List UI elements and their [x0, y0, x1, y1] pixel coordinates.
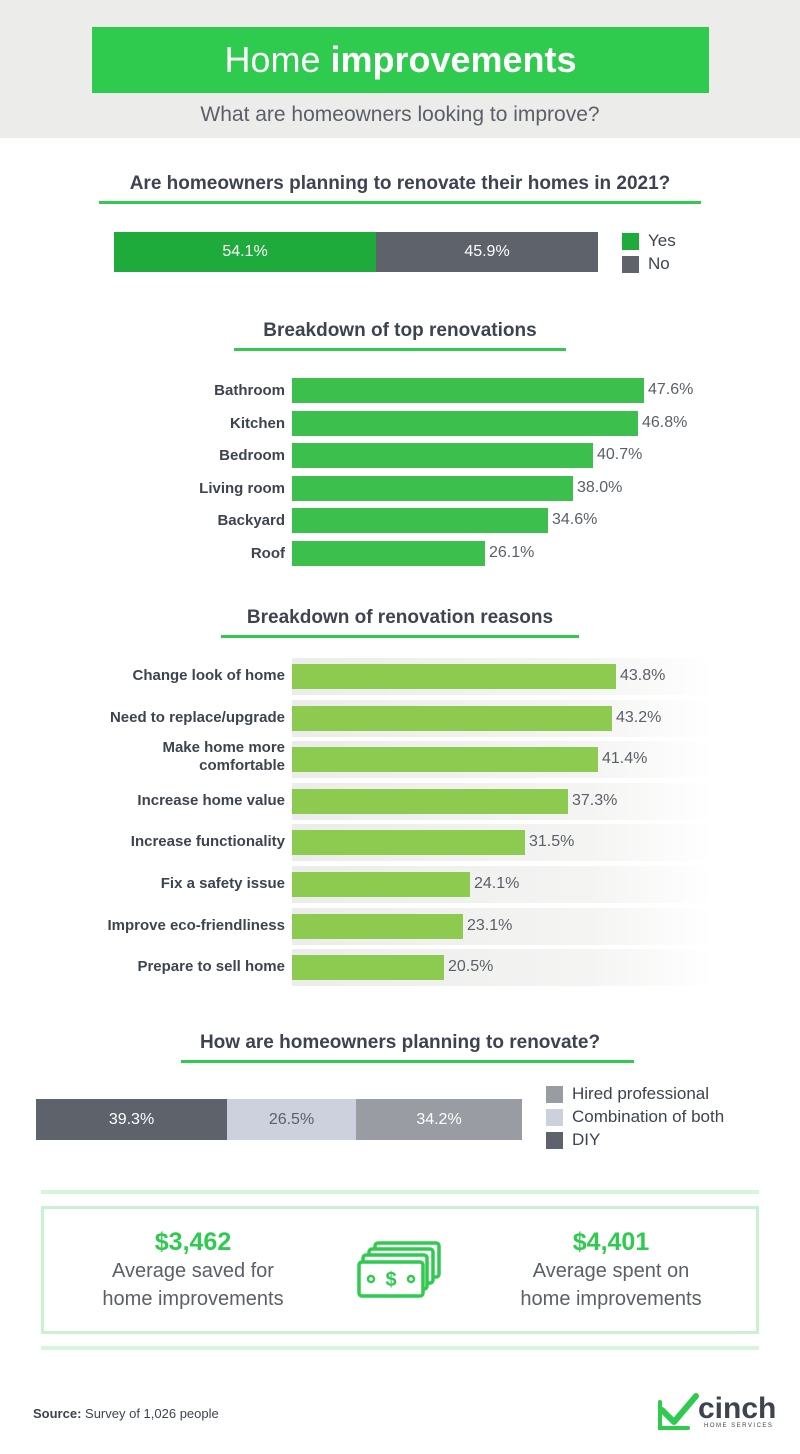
- bar-value-change-look-of-home: 43.8%: [620, 667, 666, 684]
- bar-value-improve-eco-friendliness: 23.1%: [467, 917, 513, 934]
- bar-prepare-to-sell-home: [292, 955, 444, 980]
- legend-swatch-yes: [622, 232, 639, 250]
- spent-label-line1: Average spent on: [532, 1260, 690, 1282]
- money-stack-icon: $: [357, 1241, 441, 1298]
- bar-label-change-look-of-home: Change look of home: [132, 667, 285, 684]
- bar-segment-combination-of-both: 26.5%: [227, 1099, 356, 1140]
- logo-subtext: HOME SERVICES: [704, 1423, 774, 1429]
- bar-bedroom: [292, 443, 593, 468]
- bar-fix-a-safety-issue: [292, 872, 470, 897]
- bar-roof: [292, 541, 485, 566]
- source-label: Source:: [33, 1406, 82, 1421]
- bar-kitchen: [292, 411, 638, 436]
- bar-label-make-home-more-comfortable: Make home more comfortable: [162, 739, 285, 774]
- bar-segment-diy: 39.3%: [36, 1099, 227, 1140]
- bar-value-bedroom: 40.7%: [597, 446, 643, 463]
- bar-living-room: [292, 476, 573, 501]
- bar-value-prepare-to-sell-home: 20.5%: [448, 958, 494, 975]
- legend-item-diy: DIY: [546, 1130, 600, 1150]
- legend-item-combination-of-both: Combination of both: [546, 1107, 724, 1127]
- saved-label-line2: home improvements: [102, 1288, 284, 1310]
- bar-label-roof: Roof: [250, 545, 285, 562]
- legend-swatch-combination-of-both: [546, 1108, 563, 1126]
- bar-label-kitchen: Kitchen: [229, 415, 285, 432]
- page-subtitle: What are homeowners looking to improve?: [200, 103, 600, 126]
- bar-increase-functionality: [292, 830, 525, 855]
- bar-label-living-room: Living room: [199, 480, 285, 497]
- saved-label-line1: Average saved for: [112, 1260, 274, 1282]
- bar-label-bedroom: Bedroom: [219, 447, 285, 464]
- bar-label-increase-home-value: Increase home value: [137, 792, 285, 809]
- bar-need-to-replace-upgrade: [292, 706, 612, 731]
- stats-top-rule: [41, 1190, 759, 1194]
- bar-value-increase-home-value: 37.3%: [572, 792, 618, 809]
- svg-text:$: $: [385, 1269, 396, 1291]
- top-renovations-title: Breakdown of top renovations: [263, 320, 537, 341]
- legend-swatch-diy: [546, 1131, 563, 1149]
- legend-label-yes: Yes: [648, 231, 676, 250]
- bar-label-bathroom: Bathroom: [214, 382, 285, 399]
- source-note: Source: Survey of 1,026 people: [33, 1406, 219, 1421]
- renovate-2021-title: Are homeowners planning to renovate thei…: [129, 173, 671, 194]
- renovate-method-underline: [181, 1060, 634, 1063]
- bar-bathroom: [292, 378, 644, 403]
- page-title: Home improvements: [92, 27, 709, 93]
- bar-label-backyard: Backyard: [217, 512, 285, 529]
- logo-text: cinch: [698, 1392, 777, 1425]
- bar-label-need-to-replace-upgrade: Need to replace/upgrade: [109, 709, 285, 726]
- top-renovations-underline: [234, 348, 566, 351]
- bar-segment-yes: 54.1%: [114, 232, 376, 272]
- bar-change-look-of-home: [292, 664, 616, 689]
- bar-value-backyard: 34.6%: [552, 511, 598, 528]
- bar-value-living-room: 38.0%: [577, 479, 623, 496]
- saved-value: $3,462: [154, 1228, 232, 1256]
- source-text: Survey of 1,026 people: [85, 1406, 219, 1421]
- spent-label-line2: home improvements: [520, 1288, 702, 1310]
- bar-segment-no: 45.9%: [376, 232, 598, 272]
- title-bold: improvements: [330, 39, 577, 80]
- bar-value-need-to-replace-upgrade: 43.2%: [616, 709, 662, 726]
- bar-value-kitchen: 46.8%: [642, 414, 688, 431]
- bar-label-fix-a-safety-issue: Fix a safety issue: [160, 875, 285, 892]
- legend-item-hired-professional: Hired professional: [546, 1084, 709, 1104]
- legend-swatch-no: [622, 255, 639, 273]
- stats-bottom-rule: [41, 1346, 759, 1350]
- bar-backyard: [292, 508, 548, 533]
- bar-segment-hired-professional: 34.2%: [356, 1099, 522, 1140]
- bar-value-fix-a-safety-issue: 24.1%: [474, 875, 520, 892]
- bar-make-home-more-comfortable: [292, 747, 598, 772]
- renovation-reasons-title: Breakdown of renovation reasons: [246, 607, 554, 628]
- renovate-2021-underline: [99, 201, 701, 204]
- spent-value: $4,401: [572, 1228, 650, 1256]
- bar-value-bathroom: 47.6%: [648, 381, 694, 398]
- renovation-reasons-underline: [221, 635, 579, 638]
- legend-label-diy: DIY: [572, 1130, 601, 1149]
- legend-label-no: No: [648, 254, 670, 273]
- bar-increase-home-value: [292, 789, 568, 814]
- legend-swatch-hired-professional: [546, 1085, 563, 1103]
- bar-label-prepare-to-sell-home: Prepare to sell home: [137, 958, 285, 975]
- bar-value-roof: 26.1%: [489, 544, 535, 561]
- renovate-method-title: How are homeowners planning to renovate?: [199, 1032, 601, 1053]
- cinch-logo: [658, 1393, 699, 1430]
- title-light: Home: [224, 39, 321, 80]
- legend-item-no: No: [622, 254, 670, 274]
- bar-label-increase-functionality: Increase functionality: [130, 833, 285, 850]
- stats-box: [41, 1206, 759, 1334]
- legend-label-combination-of-both: Combination of both: [572, 1107, 725, 1126]
- legend-label-hired-professional: Hired professional: [572, 1084, 710, 1103]
- bar-label-improve-eco-friendliness: Improve eco-friendliness: [107, 917, 285, 934]
- bar-improve-eco-friendliness: [292, 914, 463, 939]
- bar-value-make-home-more-comfortable: 41.4%: [602, 750, 648, 767]
- legend-item-yes: Yes: [622, 231, 676, 251]
- bar-value-increase-functionality: 31.5%: [529, 833, 575, 850]
